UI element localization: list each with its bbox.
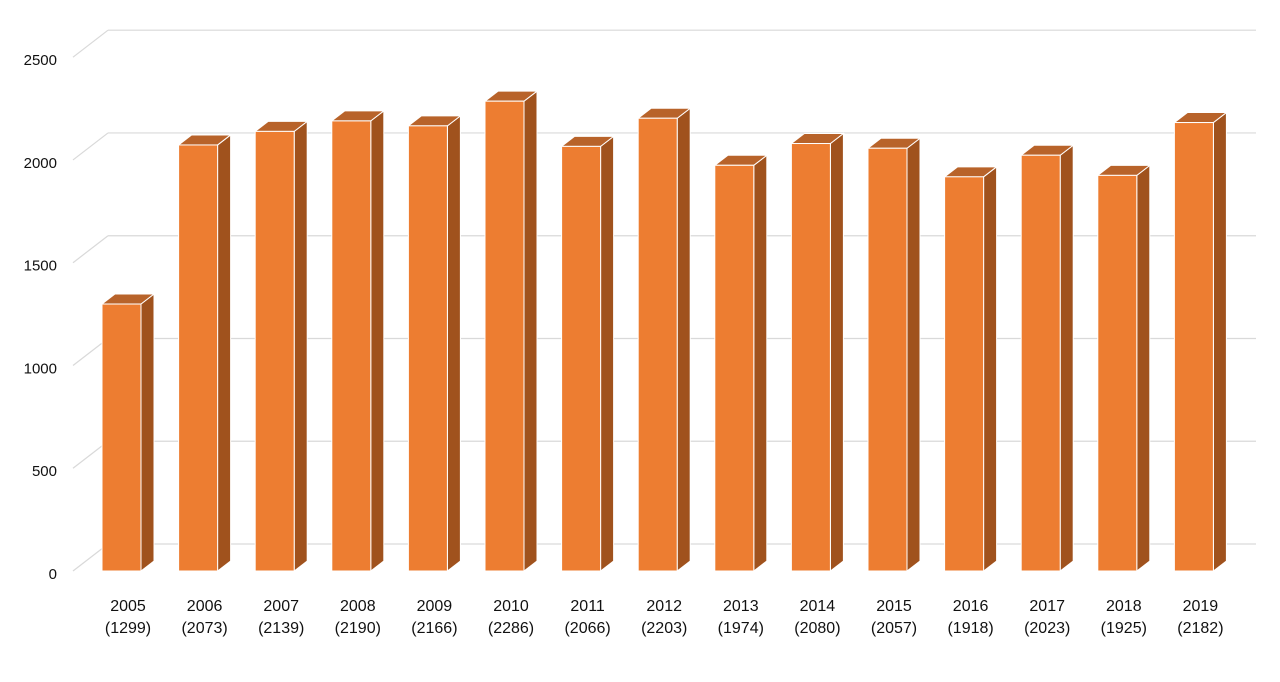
bar — [789, 132, 845, 573]
x-tick-label: 2016 (1918) — [947, 598, 993, 637]
bar — [253, 120, 309, 573]
bar — [483, 90, 539, 573]
bar — [177, 133, 233, 573]
bar — [713, 154, 769, 573]
x-axis-labels: 2005 (1299) 2006 (2073) 2007 (2139) 2008 (2190)… — [105, 598, 1224, 637]
bar — [406, 114, 462, 573]
gridline — [72, 29, 1256, 58]
bar — [330, 109, 386, 573]
bars — [100, 90, 1228, 573]
x-tick-label: 2012 (2203) — [641, 598, 687, 637]
bar — [1096, 164, 1152, 573]
y-tick-label: 2500 — [24, 52, 57, 69]
x-tick-label: 2019 (2182) — [1177, 598, 1223, 637]
x-tick-label: 2005 (1299) — [105, 598, 151, 637]
bar — [100, 293, 156, 573]
bar — [636, 107, 692, 573]
x-tick-label: 2017 (2023) — [1024, 598, 1070, 637]
y-tick-label: 1500 — [24, 258, 57, 275]
y-tick-label: 500 — [32, 463, 57, 480]
y-tick-label: 0 — [49, 566, 57, 583]
x-tick-label: 2006 (2073) — [181, 598, 227, 637]
x-tick-label: 2015 (2057) — [871, 598, 917, 637]
bar — [560, 135, 616, 573]
bar — [943, 165, 999, 573]
x-tick-label: 2018 (1925) — [1101, 598, 1147, 637]
x-tick-label: 2007 (2139) — [258, 598, 304, 637]
x-tick-label: 2013 (1974) — [718, 598, 764, 637]
y-tick-label: 1000 — [24, 360, 57, 377]
bar — [866, 137, 922, 573]
x-tick-label: 2008 (2190) — [335, 598, 381, 637]
bar — [1019, 144, 1075, 573]
x-tick-label: 2009 (2166) — [411, 598, 457, 637]
x-tick-label: 2011 (2066) — [564, 598, 610, 637]
bar — [1172, 111, 1228, 573]
y-axis-ticks: 0 500 1000 1500 2000 2500 — [24, 52, 57, 583]
x-tick-label: 2010 (2286) — [488, 598, 534, 637]
y-tick-label: 2000 — [24, 155, 57, 172]
x-tick-label: 2014 (2080) — [794, 598, 840, 637]
